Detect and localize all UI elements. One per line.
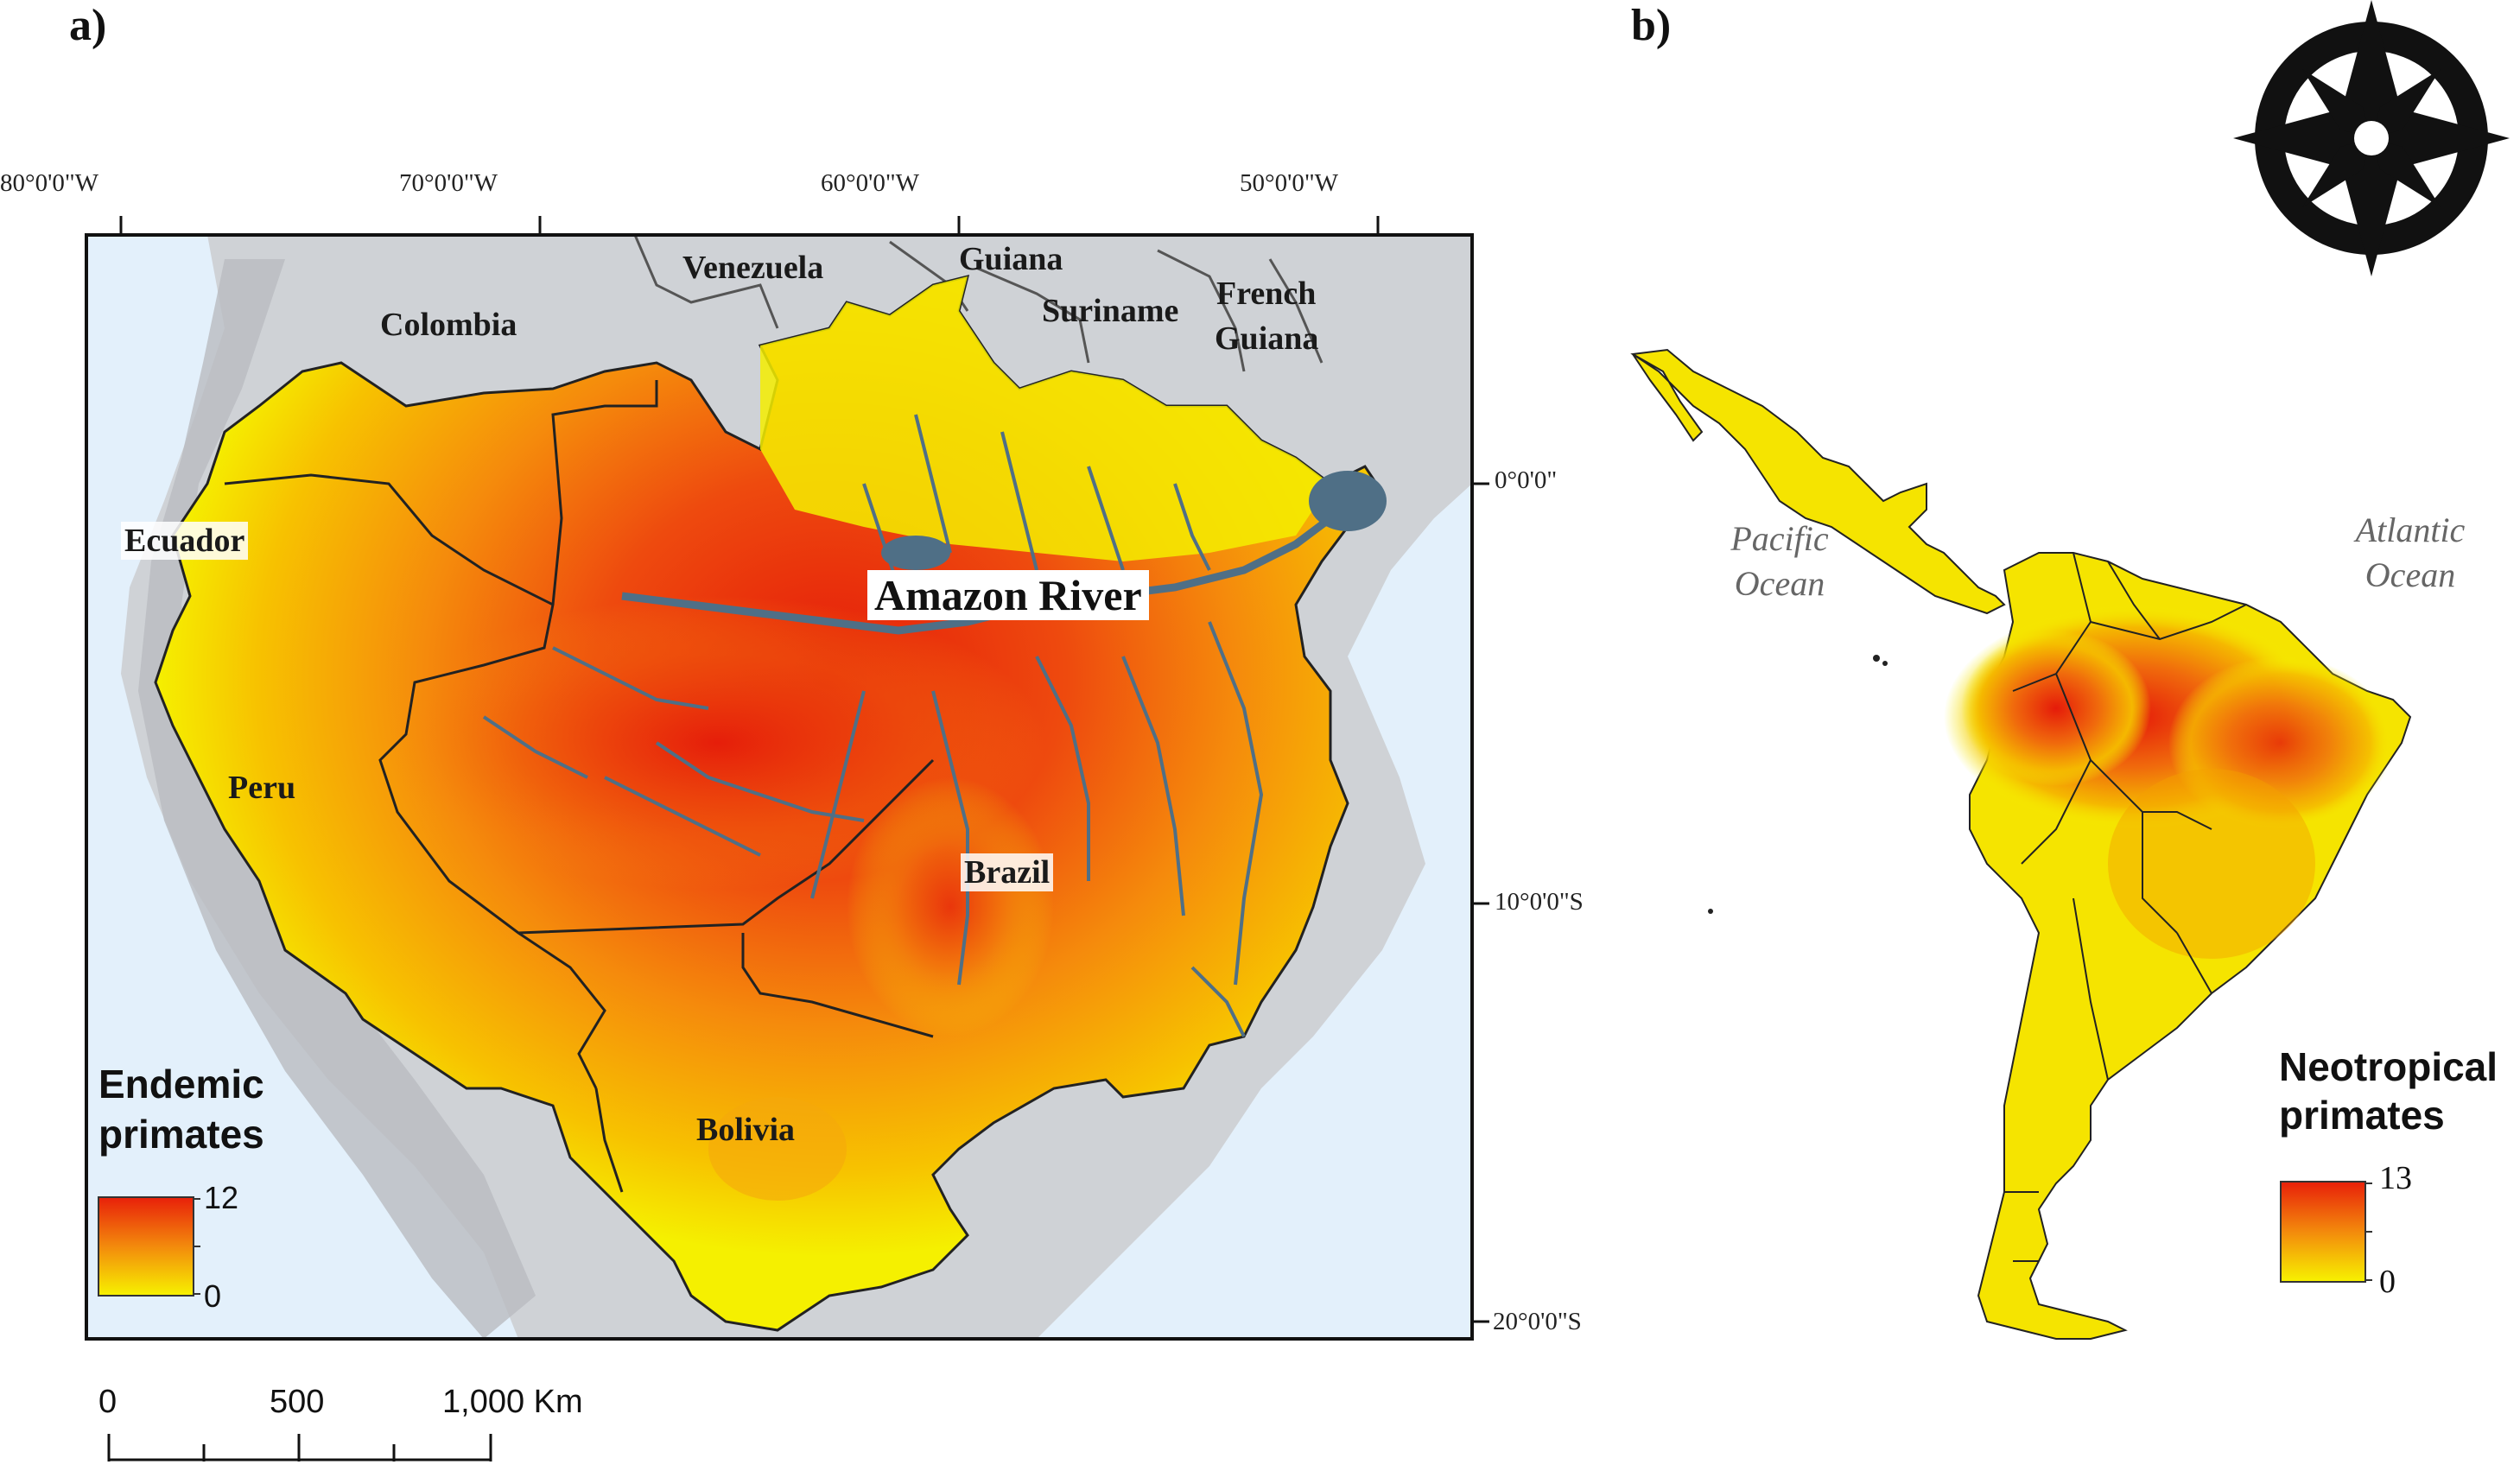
ocean-label-pacific: Pacific Ocean [1702, 517, 1857, 606]
ocean-label-pacific-line1: Pacific [1730, 519, 1829, 558]
scale-label-0: 0 [98, 1384, 117, 1420]
panel-a-label: a) [69, 1, 107, 50]
longitude-label-50w: 50°0'0"W [1240, 169, 1339, 197]
latitude-label-0: 0°0'0" [1495, 466, 1558, 494]
country-label-suriname: Suriname [1042, 293, 1179, 329]
country-label-french-guiana-line1: French [1216, 276, 1317, 312]
ocean-label-atlantic-line2: Ocean [2364, 555, 2456, 594]
panel-b-legend-max: 13 [2379, 1160, 2412, 1196]
country-label-ecuador: Ecuador [121, 522, 249, 560]
panel-b-legend-title-line1: Neotropical [2279, 1044, 2498, 1089]
country-label-brazil: Brazil [961, 853, 1054, 891]
panel-a-legend-title-line2: primates [98, 1112, 264, 1157]
ocean-label-atlantic: Atlantic Ocean [2324, 508, 2497, 598]
panel-a-frame [85, 233, 1474, 1341]
ocean-label-pacific-line2: Ocean [1734, 564, 1825, 603]
latitude-label-20s: 20°0'0"S [1493, 1308, 1582, 1335]
country-label-venezuela: Venezuela [682, 250, 824, 286]
panel-b-label: b) [1631, 1, 1672, 50]
latitude-label-10s: 10°0'0"S [1495, 888, 1584, 916]
scale-bar [107, 1434, 492, 1461]
panel-a-legend-max: 12 [204, 1180, 239, 1215]
central-america-landmass [1630, 348, 2006, 615]
panel-b-legend-title-line2: primates [2279, 1093, 2445, 1138]
country-label-guiana: Guiana [959, 241, 1063, 277]
panel-b-legend-ramp [2280, 1181, 2366, 1283]
country-label-peru: Peru [228, 770, 296, 806]
country-border-lines [224, 380, 935, 1193]
scale-label-500: 500 [270, 1384, 325, 1420]
ocean-label-atlantic-line1: Atlantic [2355, 510, 2466, 549]
country-label-french-guiana-line2: Guiana [1215, 320, 1319, 357]
longitude-label-80w: 80°0'0"W [0, 169, 99, 197]
country-label-colombia: Colombia [380, 307, 517, 343]
scale-label-1000: 1,000 Km [442, 1384, 583, 1420]
longitude-label-60w: 60°0'0"W [821, 169, 920, 197]
panel-b-legend-min: 0 [2379, 1264, 2396, 1300]
panel-a-legend-min: 0 [204, 1278, 222, 1314]
country-label-bolivia: Bolivia [696, 1112, 796, 1148]
panel-a-legend-ramp [98, 1196, 194, 1297]
panel-a-legend-title-line1: Endemic [98, 1062, 264, 1106]
river-network [482, 414, 1333, 1037]
longitude-label-70w: 70°0'0"W [399, 169, 498, 197]
river-label-amazon: Amazon River [867, 570, 1149, 620]
compass-rose-icon [2233, 0, 2510, 276]
